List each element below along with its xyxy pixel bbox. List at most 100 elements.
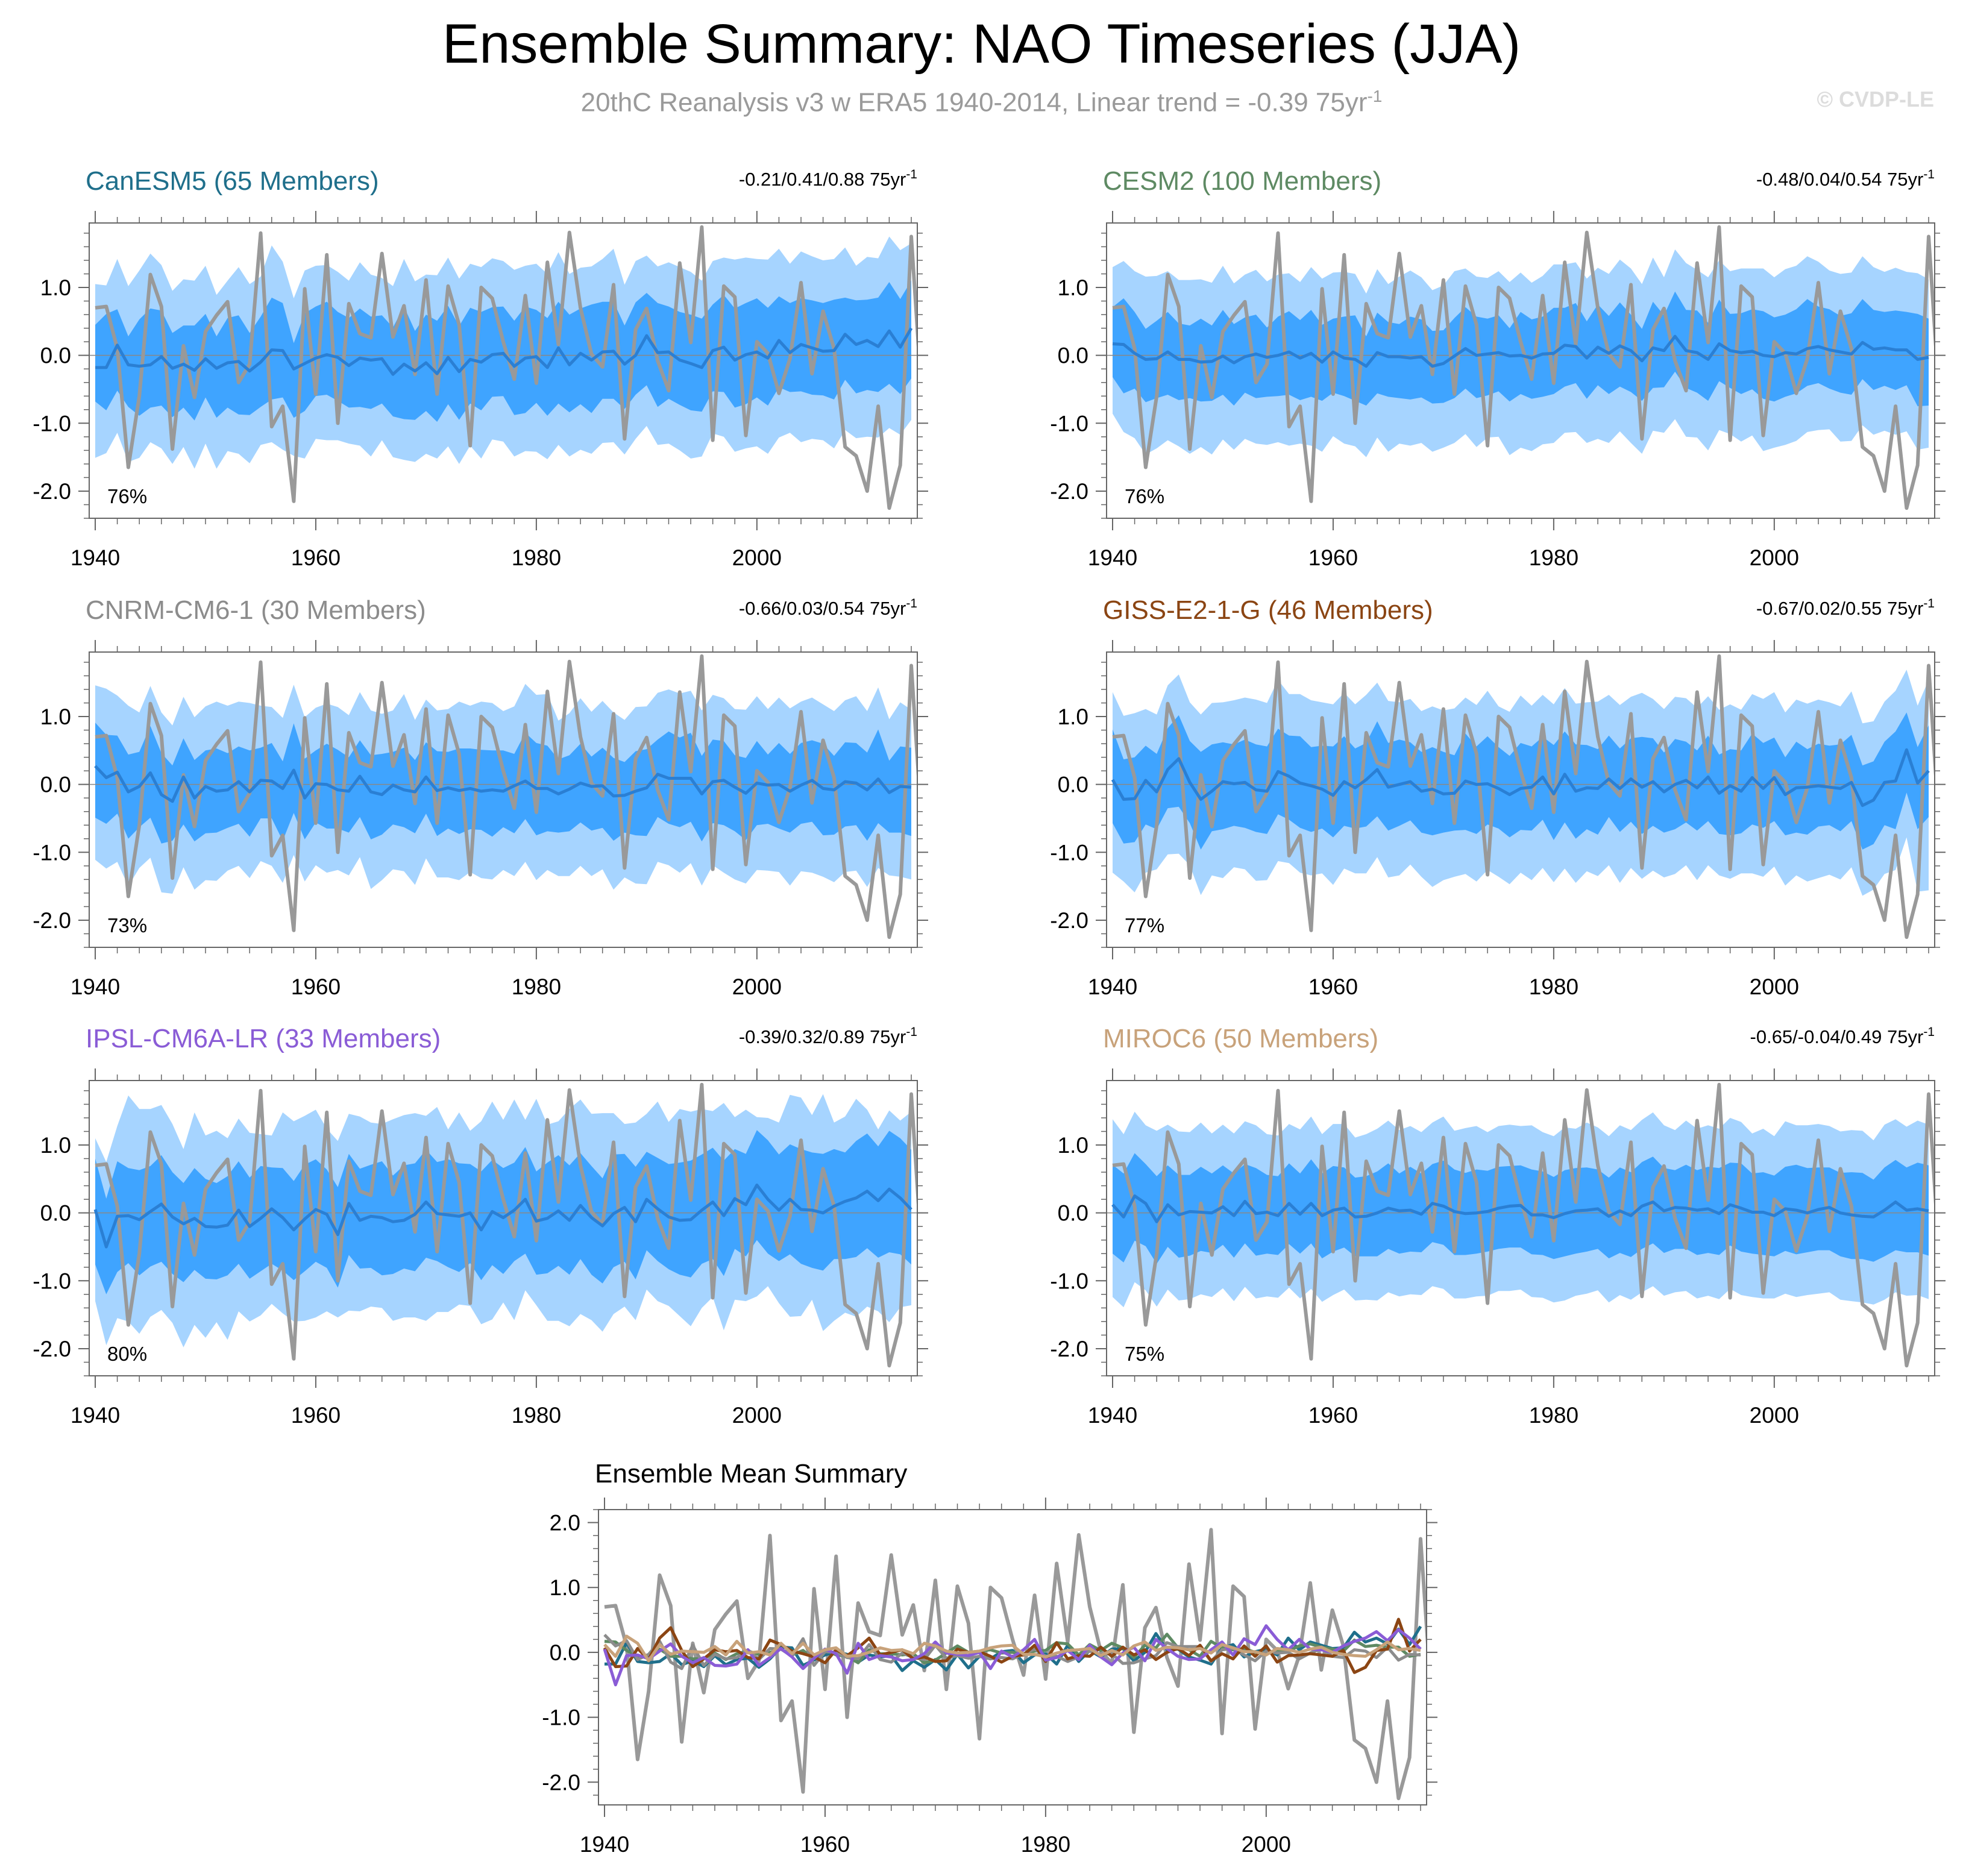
percent-label: 73% xyxy=(107,914,147,936)
x-tick-label: 2000 xyxy=(732,545,782,570)
model-panel: IPSL-CM6A-LR (33 Members) -0.39/0.32/0.89… xyxy=(33,1024,928,1428)
plot-frame xyxy=(598,1509,1427,1805)
ensemble-mean-line xyxy=(93,1184,912,1249)
x-tick-label: 1980 xyxy=(512,1403,561,1428)
y-tick-label: 1.0 xyxy=(40,1133,71,1158)
observed-line xyxy=(1112,1082,1935,1368)
y-tick-label: -2.0 xyxy=(33,908,71,933)
plot-frame xyxy=(1106,222,1935,519)
y-tick-label: 0.0 xyxy=(40,1201,71,1226)
observed-line xyxy=(95,1082,917,1368)
x-tick-label: 1960 xyxy=(291,545,341,570)
x-tick-label: 1960 xyxy=(1308,1403,1358,1428)
y-tick-label: -1.0 xyxy=(1050,1269,1088,1293)
ensemble-mean-line xyxy=(1111,748,1930,808)
y-tick-label: -1.0 xyxy=(1050,411,1088,436)
plot-area xyxy=(603,1528,1427,1801)
ensemble-mean-line xyxy=(94,765,912,803)
x-tick-label: 1940 xyxy=(1088,1403,1137,1428)
y-tick-label: -1.0 xyxy=(33,840,71,865)
x-tick-label: 1980 xyxy=(1529,545,1578,570)
trend-label-text: -0.67/0.02/0.55 75yr xyxy=(1756,598,1923,619)
y-tick-label: -2.0 xyxy=(542,1770,580,1795)
percent-label: 76% xyxy=(107,485,147,507)
model-panel: CESM2 (100 Members) -0.48/0.04/0.54 75yr-… xyxy=(1050,166,1946,570)
subtitle-text: 20thC Reanalysis v3 w ERA5 1940-2014, Li… xyxy=(580,87,1368,118)
y-tick-label: 1.0 xyxy=(1058,275,1088,300)
x-tick-label: 1960 xyxy=(291,974,341,999)
y-tick-label: 1.0 xyxy=(1058,1133,1088,1158)
y-tick-label: -2.0 xyxy=(1050,1337,1088,1361)
trend-label-exponent: -1 xyxy=(1923,168,1935,181)
model-ensemble-mean-line xyxy=(603,1634,1421,1663)
x-tick-label: 2000 xyxy=(1242,1832,1291,1857)
y-tick-label: 0.0 xyxy=(1058,773,1088,797)
x-tick-label: 1940 xyxy=(1088,974,1137,999)
trend-label-text: -0.39/0.32/0.89 75yr xyxy=(739,1026,906,1047)
x-tick-label: 1940 xyxy=(71,1403,120,1428)
model-ensemble-mean-line xyxy=(603,1634,1421,1671)
ensemble-mean-line xyxy=(1112,334,1929,368)
trend-label-exponent: -1 xyxy=(1923,1025,1935,1039)
trend-label-exponent: -1 xyxy=(906,597,917,610)
ensemble-mean-summary-panel: Ensemble Mean Summary 2.0 1.0 0.0 -1.0 -2.0 19… xyxy=(542,1459,1437,1857)
plot-frame xyxy=(1106,651,1935,948)
plot-frame xyxy=(89,1080,918,1376)
trend-label-text: -0.48/0.04/0.54 75yr xyxy=(1756,169,1923,190)
y-tick-label: -1.0 xyxy=(1050,840,1088,865)
page-title: Ensemble Summary: NAO Timeseries (JJA) xyxy=(442,13,1521,75)
panel-title: MIROC6 (50 Members) xyxy=(1103,1024,1378,1053)
model-panel: CNRM-CM6-1 (30 Members) -0.66/0.03/0.54 7… xyxy=(33,595,928,999)
observed-line xyxy=(1112,225,1935,510)
y-tick-label: 2.0 xyxy=(550,1511,580,1536)
panel-title: IPSL-CM6A-LR (33 Members) xyxy=(86,1024,441,1053)
trend-label-exponent: -1 xyxy=(906,168,917,181)
y-tick-label: -2.0 xyxy=(33,1337,71,1361)
x-tick-label: 1980 xyxy=(512,974,561,999)
ensemble-mean-line xyxy=(1111,1194,1929,1223)
x-tick-label: 1940 xyxy=(1088,545,1137,570)
page-subtitle: 20thC Reanalysis v3 w ERA5 1940-2014, Li… xyxy=(0,80,1963,120)
trend-label: -0.39/0.32/0.89 75yr-1 xyxy=(739,1025,917,1047)
trend-label: -0.65/-0.04/0.49 75yr-1 xyxy=(1750,1025,1935,1047)
x-tick-label: 1940 xyxy=(580,1832,629,1857)
summary-title: Ensemble Mean Summary xyxy=(595,1459,907,1489)
x-tick-label: 2000 xyxy=(1750,545,1799,570)
subtitle-unit-exponent: -1 xyxy=(1367,87,1383,105)
percent-label: 76% xyxy=(1125,485,1164,507)
plot-area xyxy=(1107,1082,1935,1368)
panel-title: GISS-E2-1-G (46 Members) xyxy=(1103,595,1433,625)
x-tick-label: 2000 xyxy=(732,1403,782,1428)
y-tick-label: -1.0 xyxy=(33,411,71,436)
plot-frame xyxy=(89,222,918,519)
observed-line xyxy=(1112,654,1935,940)
plot-area xyxy=(89,654,917,940)
copyright-watermark: © CVDP-LE xyxy=(1817,87,1934,111)
y-tick-label: -2.0 xyxy=(1050,479,1088,504)
y-tick-label: 0.0 xyxy=(550,1640,580,1665)
y-tick-label: 0.0 xyxy=(1058,1201,1088,1226)
panel-title: CNRM-CM6-1 (30 Members) xyxy=(86,595,426,625)
y-tick-label: 1.0 xyxy=(1058,704,1088,729)
y-tick-label: 0.0 xyxy=(40,344,71,368)
x-tick-label: 1960 xyxy=(1308,974,1358,999)
trend-label: -0.66/0.03/0.54 75yr-1 xyxy=(739,597,917,619)
x-tick-label: 1940 xyxy=(71,545,120,570)
model-panel: CanESM5 (65 Members) -0.21/0.41/0.88 75yr… xyxy=(33,166,928,570)
panel-title: CESM2 (100 Members) xyxy=(1103,166,1381,196)
trend-label-exponent: -1 xyxy=(1923,597,1935,610)
y-tick-label: -1.0 xyxy=(542,1705,580,1730)
percent-label: 77% xyxy=(1125,914,1164,936)
percent-label: 80% xyxy=(107,1343,147,1365)
x-tick-label: 2000 xyxy=(732,974,782,999)
ensemble-mean-line xyxy=(95,327,913,376)
trend-label: -0.48/0.04/0.54 75yr-1 xyxy=(1756,168,1935,190)
x-tick-label: 2000 xyxy=(1750,974,1799,999)
x-tick-label: 1980 xyxy=(1021,1832,1070,1857)
percent-label: 75% xyxy=(1125,1343,1164,1365)
y-tick-label: 0.0 xyxy=(1058,344,1088,368)
x-tick-label: 1980 xyxy=(1529,974,1578,999)
panel-title: CanESM5 (65 Members) xyxy=(86,166,379,196)
x-tick-label: 2000 xyxy=(1750,1403,1799,1428)
y-tick-label: 1.0 xyxy=(40,704,71,729)
